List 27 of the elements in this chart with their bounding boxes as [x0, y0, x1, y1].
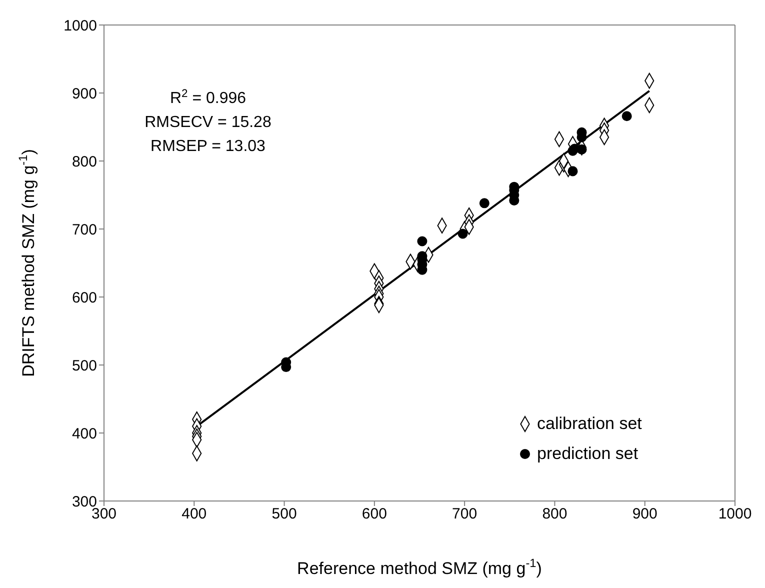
y-tick-label: 900: [72, 85, 97, 102]
x-tick-label: 800: [542, 506, 568, 523]
x-tick-label: 700: [452, 506, 478, 523]
annotation: R$^{2}$ = 0.996: [170, 88, 246, 107]
y-tick-label: 400: [72, 425, 97, 442]
annotation: RMSEP = 13.03: [150, 138, 266, 155]
point: [622, 111, 632, 122]
x-tick-label: 900: [632, 506, 658, 523]
legend-label: calibration set: [537, 414, 642, 433]
x-tick-label: 1000: [718, 506, 752, 523]
x-tick-label: 500: [272, 506, 297, 523]
x-tick-label: 300: [91, 506, 117, 523]
point: [458, 228, 468, 239]
y-tick-label: 500: [72, 357, 97, 374]
x-tick-label: 400: [182, 506, 207, 523]
point: [568, 166, 578, 176]
y-tick-label: 600: [72, 289, 97, 306]
x-axis-title: Reference method SMZ (mg g$^{-1}$): [297, 556, 542, 578]
point: [576, 144, 587, 154]
legend-label: prediction set: [537, 444, 638, 463]
y-tick-label: 700: [72, 221, 97, 238]
x-tick-label: 600: [362, 506, 387, 523]
point: [417, 236, 428, 246]
point: [479, 198, 490, 208]
y-tick-label: 1000: [64, 17, 97, 34]
y-tick-label: 800: [72, 153, 97, 170]
annotation: RMSECV = 15.28: [144, 114, 272, 131]
